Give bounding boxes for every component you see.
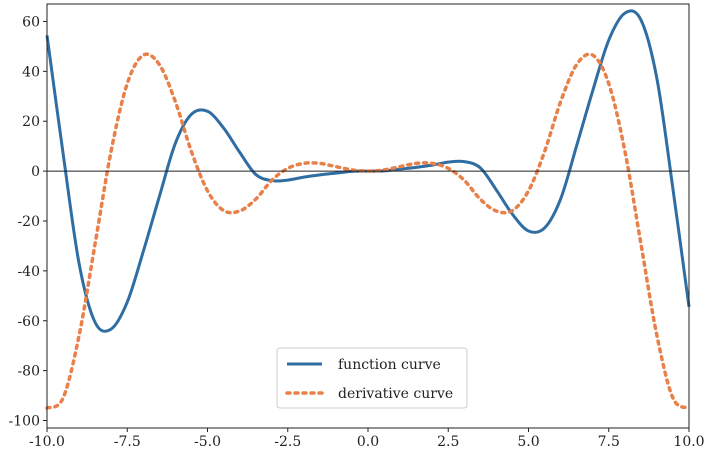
y-tick-label: 0 [31,164,40,180]
x-tick-label: -7.5 [114,434,141,449]
x-axis: -10.0 -7.5 -5.0 -2.5 0.0 2.5 5.0 7.5 10.0 [29,428,705,449]
x-tick-label: 7.5 [598,434,620,449]
x-tick-label: 5.0 [517,434,539,449]
y-tick-label: 40 [22,64,40,80]
x-tick-label: -2.5 [274,434,301,449]
y-tick-label: -100 [9,414,40,430]
legend: function curve derivative curve [276,347,468,409]
x-tick-label: -10.0 [29,434,65,449]
y-tick-label: -20 [17,214,40,230]
legend-box [276,347,468,409]
y-tick-label: -40 [17,264,40,280]
y-tick-label: -80 [17,364,40,380]
x-tick-label: 10.0 [673,434,704,449]
y-tick-label: 20 [22,114,40,130]
x-tick-label: 0.0 [357,434,379,449]
y-axis: -100 -80 -60 -40 -20 0 20 40 60 [9,14,47,430]
y-tick-label: 60 [22,14,40,30]
legend-label-derivative-curve: derivative curve [338,386,453,402]
legend-label-function-curve: function curve [338,357,441,373]
x-tick-label: 2.5 [437,434,459,449]
y-tick-label: -60 [17,314,40,330]
x-tick-label: -5.0 [194,434,221,449]
